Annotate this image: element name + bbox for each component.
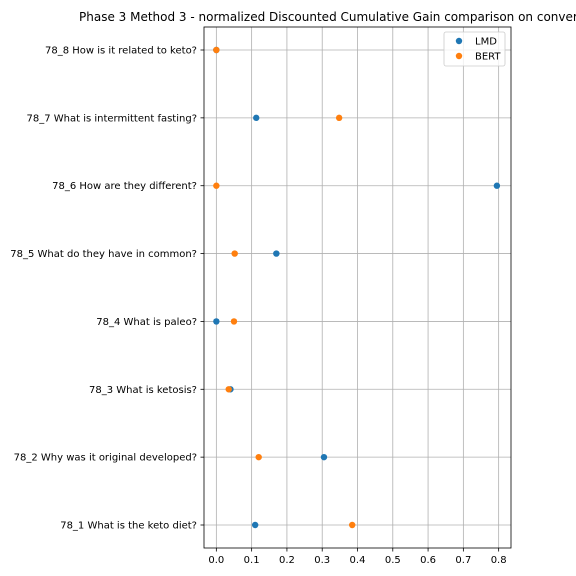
data-points — [213, 46, 501, 529]
axis-ticks: 0.0 0.1 0.2 0.3 0.4 0.5 0.6 0.7 0.8 78_1 What is … — [10, 46, 506, 567]
point-lmd — [213, 318, 220, 325]
point-bert — [225, 386, 232, 393]
x-tick-label: 0.7 — [455, 555, 471, 566]
y-tick-label: 78_2 Why was it original developed? — [14, 453, 197, 464]
point-bert — [213, 182, 220, 189]
legend-marker-lmd — [455, 37, 463, 45]
point-lmd — [251, 521, 259, 529]
x-tick-label: 0.4 — [350, 555, 366, 566]
point-lmd — [273, 250, 280, 257]
y-tick-label: 78_6 How are they different? — [52, 181, 197, 192]
y-tick-label: 78_5 What do they have in common? — [10, 249, 197, 260]
legend: LMD BERT — [443, 31, 506, 67]
y-tick-label: 78_8 How is it related to keto? — [45, 46, 197, 57]
x-tick-label: 0.8 — [491, 555, 507, 566]
point-bert — [213, 46, 220, 54]
grid-lines — [204, 27, 511, 548]
chart-title: Phase 3 Method 3 - normalized Discounted… — [79, 10, 576, 24]
point-bert — [231, 250, 238, 257]
legend-marker-bert — [455, 52, 463, 60]
x-tick-label: 0.0 — [208, 555, 224, 566]
y-tick-label: 78_7 What is intermittent fasting? — [26, 113, 197, 124]
legend-label-bert: BERT — [475, 52, 501, 63]
point-lmd — [253, 114, 260, 122]
point-bert — [230, 318, 238, 325]
point-lmd — [493, 182, 501, 189]
y-tick-label: 78_1 What is the keto diet? — [60, 521, 197, 532]
x-tick-label: 0.2 — [279, 555, 295, 566]
y-tick-label: 78_4 What is paleo? — [96, 317, 197, 328]
x-tick-label: 0.6 — [420, 555, 436, 566]
x-tick-label: 0.5 — [385, 555, 401, 566]
point-bert — [335, 114, 343, 122]
point-bert — [255, 453, 262, 461]
x-tick-label: 0.3 — [314, 555, 330, 566]
y-tick-label: 78_3 What is ketosis? — [89, 385, 197, 396]
x-tick-label: 0.1 — [244, 555, 260, 566]
legend-label-lmd: LMD — [475, 37, 497, 48]
point-lmd — [320, 453, 328, 461]
point-bert — [349, 521, 356, 529]
